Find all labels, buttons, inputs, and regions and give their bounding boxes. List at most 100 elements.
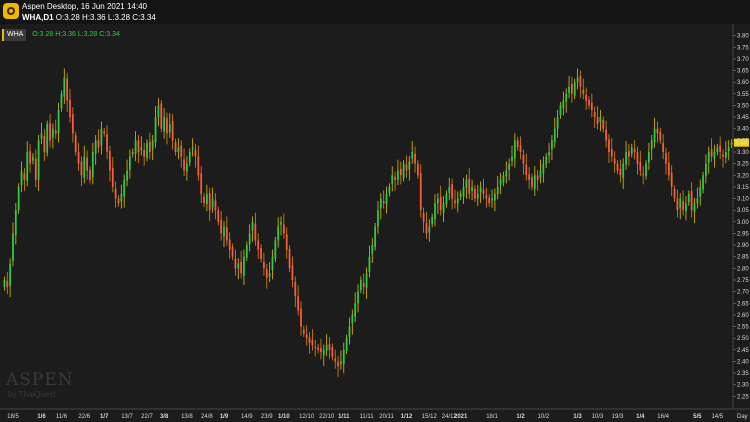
candle-body xyxy=(485,194,488,199)
price-tick-label: 2.50 xyxy=(737,336,749,342)
date-tick-label: 10/3 xyxy=(592,414,604,420)
date-tick-label: 13/8 xyxy=(181,414,193,420)
candle-body xyxy=(502,175,505,183)
candle-body xyxy=(134,140,137,154)
candle-body xyxy=(74,135,77,152)
candle-body xyxy=(248,233,251,245)
candle-body xyxy=(377,210,379,227)
date-tick-label: 14/9 xyxy=(241,414,253,420)
candle-body xyxy=(203,196,205,204)
candle-body xyxy=(719,145,722,152)
candle-body xyxy=(445,193,448,205)
date-tick-label: 13/7 xyxy=(121,414,133,420)
candle-body xyxy=(716,147,719,152)
price-chart[interactable]: 3.803.753.703.653.603.553.503.453.403.35… xyxy=(0,24,750,422)
candle-body xyxy=(245,245,248,258)
date-axis: 18/5 1/6 11/6 22/6 1/7 13/7 22/7 3/8 13/8 24/8 1/9… xyxy=(0,408,750,420)
candle-body xyxy=(665,152,667,164)
legend-ohlc: O:3.28 H:3.36 L:3.28 C:3.34 xyxy=(32,31,120,38)
candle-body xyxy=(251,221,254,231)
candle-body xyxy=(214,200,217,211)
candle-body xyxy=(117,198,120,204)
candle-body xyxy=(328,344,331,350)
candle-body xyxy=(337,361,339,367)
candle-body xyxy=(516,140,519,148)
candle-body xyxy=(707,152,710,163)
date-tick-label: 14/5 xyxy=(711,414,723,420)
candle-body xyxy=(545,156,548,165)
candle-body xyxy=(630,147,633,154)
candle-body xyxy=(519,145,522,152)
candle-body xyxy=(100,128,103,146)
candle-body xyxy=(120,193,123,202)
candle-body xyxy=(126,170,128,181)
candle-body xyxy=(542,163,545,174)
candle-body xyxy=(699,186,702,197)
candle-body xyxy=(146,142,148,158)
candle-body xyxy=(391,175,394,185)
candle-body xyxy=(573,82,576,96)
candle-body xyxy=(676,198,679,211)
candle-body xyxy=(456,198,459,204)
candle-body xyxy=(679,198,682,209)
candle-body xyxy=(511,156,513,161)
candle-body xyxy=(320,347,322,353)
candle-body xyxy=(14,210,17,236)
candle-body xyxy=(9,263,12,287)
symbol-badge[interactable]: WHA xyxy=(2,29,27,41)
indicator-legend[interactable]: WHA O:3.28 H:3.36 L:3.28 C:3.34 xyxy=(2,29,120,41)
candle-body xyxy=(647,152,650,163)
candle-body xyxy=(129,156,131,170)
candle-body xyxy=(83,156,86,179)
date-tick-label: 12/10 xyxy=(299,414,315,420)
candle-body xyxy=(194,149,197,157)
candle-body xyxy=(183,159,185,171)
candle-body xyxy=(536,175,539,180)
candle-body xyxy=(263,261,265,269)
candle-body xyxy=(20,170,23,186)
candle-body xyxy=(610,149,613,157)
candle-body xyxy=(636,152,639,164)
candle-body xyxy=(308,337,311,343)
date-tick-label: 2021 xyxy=(454,414,468,420)
candle-body xyxy=(656,128,659,134)
candle-body xyxy=(539,170,542,179)
candle-body xyxy=(374,226,377,247)
candle-body xyxy=(197,156,200,176)
candle-body xyxy=(556,117,559,129)
candle-body xyxy=(32,156,34,161)
candle-body xyxy=(431,217,434,224)
candle-body xyxy=(465,179,468,188)
candle-body xyxy=(34,158,37,180)
candle-body xyxy=(379,198,382,209)
candle-body xyxy=(425,222,428,234)
window-title: Aspen Desktop, 16 Jun 2021 14:40 xyxy=(22,2,147,11)
candle-body xyxy=(439,196,442,211)
thaiquest-watermark: by ThaiQuest xyxy=(8,390,56,399)
candle-body xyxy=(40,133,43,139)
candle-body xyxy=(653,128,656,143)
candle-body xyxy=(371,245,374,254)
candle-body xyxy=(123,179,126,197)
candle-body xyxy=(171,121,174,141)
candle-body xyxy=(419,173,422,211)
candle-body xyxy=(602,119,605,129)
candle-body xyxy=(305,334,308,339)
date-tick-label: 15/12 xyxy=(422,414,438,420)
candle-body xyxy=(625,152,627,165)
candle-body xyxy=(254,223,257,241)
candle-body xyxy=(508,163,511,170)
candle-body xyxy=(451,184,454,199)
candle-body xyxy=(340,361,342,365)
price-tick-label: 3.40 xyxy=(737,127,749,133)
candle-body xyxy=(268,273,271,277)
candle-body xyxy=(650,140,653,150)
price-tick-label: 3.80 xyxy=(737,34,749,40)
candle-body xyxy=(553,128,556,143)
aspen-logo-icon[interactable] xyxy=(3,3,19,19)
candle-body xyxy=(300,308,302,327)
candle-body xyxy=(37,140,40,180)
candle-body xyxy=(49,123,51,141)
candle-body xyxy=(388,186,391,193)
price-tick-label: 2.95 xyxy=(737,231,749,237)
